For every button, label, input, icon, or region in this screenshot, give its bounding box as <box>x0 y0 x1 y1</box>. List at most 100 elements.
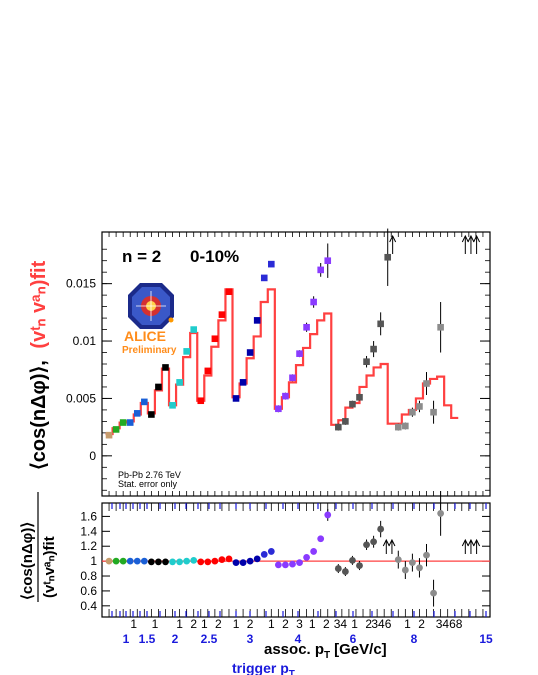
ratio-data-point <box>437 510 445 517</box>
preliminary-label: Preliminary <box>122 345 177 356</box>
top-data-point <box>310 298 317 306</box>
ratio-data-point <box>176 558 184 566</box>
top-data-point <box>349 400 356 408</box>
top-y-axis: 0 0.005 0.01 0.015 <box>66 248 490 491</box>
top-data-point <box>260 274 268 282</box>
ratio-data-point <box>317 535 325 543</box>
assoc-tick-label: 1 <box>233 617 240 631</box>
system-label: Pb-Pb 2.76 TeV <box>118 470 181 480</box>
ratio-data-point <box>225 555 233 563</box>
ratio-y-tick-label: 1.6 <box>80 509 97 523</box>
ratio-data-point <box>246 557 254 565</box>
top-data-point <box>204 367 212 375</box>
ratio-y-tick-label: 1.2 <box>80 539 97 553</box>
assoc-tick-label: 1 <box>201 617 208 631</box>
top-data-point <box>416 403 423 410</box>
ratio-data-point <box>334 565 342 572</box>
ratio-data-point <box>155 558 162 566</box>
top-data-point <box>126 419 134 426</box>
top-data-point <box>275 405 282 413</box>
top-data-points <box>105 228 444 439</box>
assoc-tick-label: 1 <box>176 617 183 631</box>
top-data-point <box>303 323 310 331</box>
top-data-point <box>363 358 370 366</box>
ratio-data-point <box>409 559 416 567</box>
assoc-tick-label: 1 <box>351 617 358 631</box>
ratio-data-point <box>341 568 349 575</box>
top-data-point <box>155 383 162 391</box>
ratio-arrow-head <box>461 538 469 547</box>
ratio-data-point <box>253 555 261 563</box>
top-data-point <box>133 410 141 417</box>
top-y-axis-label: ⟨cos(nΔφ)⟩, (vᵗₙ vᵃₙ)fit <box>28 260 50 470</box>
top-arrow-head <box>461 234 469 243</box>
top-data-point <box>141 398 148 406</box>
assoc-tick-label: 2 <box>418 617 425 631</box>
top-data-point <box>162 364 169 371</box>
top-data-point <box>370 345 377 353</box>
ratio-y-tick-label: 0.8 <box>80 569 97 583</box>
ratio-y-tick-label: 0.6 <box>80 584 97 598</box>
ratio-data-point <box>296 559 303 567</box>
ratio-data-point <box>282 561 289 569</box>
top-data-point <box>253 317 261 324</box>
ratio-data-point <box>363 541 370 549</box>
top-data-point <box>402 422 409 430</box>
top-data-point <box>423 380 430 387</box>
trigger-tick-label: 1 <box>123 632 130 646</box>
ratio-data-point <box>310 548 318 555</box>
top-ylabel-black: ⟨cos(nΔφ)⟩, <box>28 360 50 470</box>
trigger-axis-label: trigger pT <box>232 660 295 675</box>
assoc-tick-label: 2 <box>190 617 197 631</box>
top-data-point <box>183 348 190 355</box>
assoc-tick-label: 34 <box>334 617 348 631</box>
ratio-data-point <box>260 551 268 558</box>
assoc-tick-label: 2 <box>282 617 289 631</box>
top-panel-frame <box>101 231 491 497</box>
assoc-tick-label: 3468 <box>436 617 463 631</box>
ratio-arrow-head <box>467 538 475 547</box>
trigger-tick-label: 6 <box>350 632 357 646</box>
ratio-data-point <box>218 556 226 564</box>
top-data-point <box>437 323 444 331</box>
top-data-point <box>169 402 176 409</box>
trigger-tick-label: 4 <box>295 632 302 646</box>
top-data-point <box>148 411 155 418</box>
ratio-data-point <box>349 556 356 564</box>
top-data-point <box>335 423 342 431</box>
top-data-point <box>384 253 392 261</box>
assoc-tick-label: 1 <box>130 617 137 631</box>
top-data-point <box>282 392 289 400</box>
top-data-point <box>342 418 349 425</box>
top-data-point <box>119 419 127 426</box>
ratio-data-point <box>169 558 176 566</box>
top-arrow-head <box>467 234 475 243</box>
top-data-point <box>409 408 416 416</box>
trigger-tick-label: 15 <box>479 632 493 646</box>
ratio-data-point <box>267 548 275 555</box>
top-data-point <box>105 431 113 439</box>
ratio-data-point <box>190 556 198 564</box>
trigger-tick-label: 8 <box>411 632 418 646</box>
top-ylabel-red: (vᵗₙ vᵃₙ)fit <box>28 260 50 348</box>
top-data-point <box>232 395 240 402</box>
ratio-data-point <box>324 511 332 519</box>
assoc-tick-label: 2 <box>365 617 372 631</box>
top-data-point <box>430 408 437 416</box>
ratio-y-axis: 0.40.60.811.21.41.6 <box>80 509 490 613</box>
ratio-data-point <box>377 525 385 533</box>
assoc-tick-label: 2 <box>247 617 254 631</box>
top-data-point <box>218 311 226 318</box>
ratio-data-point <box>183 557 191 565</box>
centrality-label: 0-10% <box>190 247 239 266</box>
ratio-data-point <box>162 558 169 566</box>
ratio-ylabel-den: (vᵗₙvᵃₙ)fit <box>41 536 58 598</box>
ratio-data-point <box>112 557 120 565</box>
ratio-data-point <box>394 556 402 564</box>
ratio-data-point <box>197 558 205 566</box>
top-data-point <box>356 393 363 401</box>
top-data-point <box>211 335 219 343</box>
top-data-point <box>296 350 303 357</box>
